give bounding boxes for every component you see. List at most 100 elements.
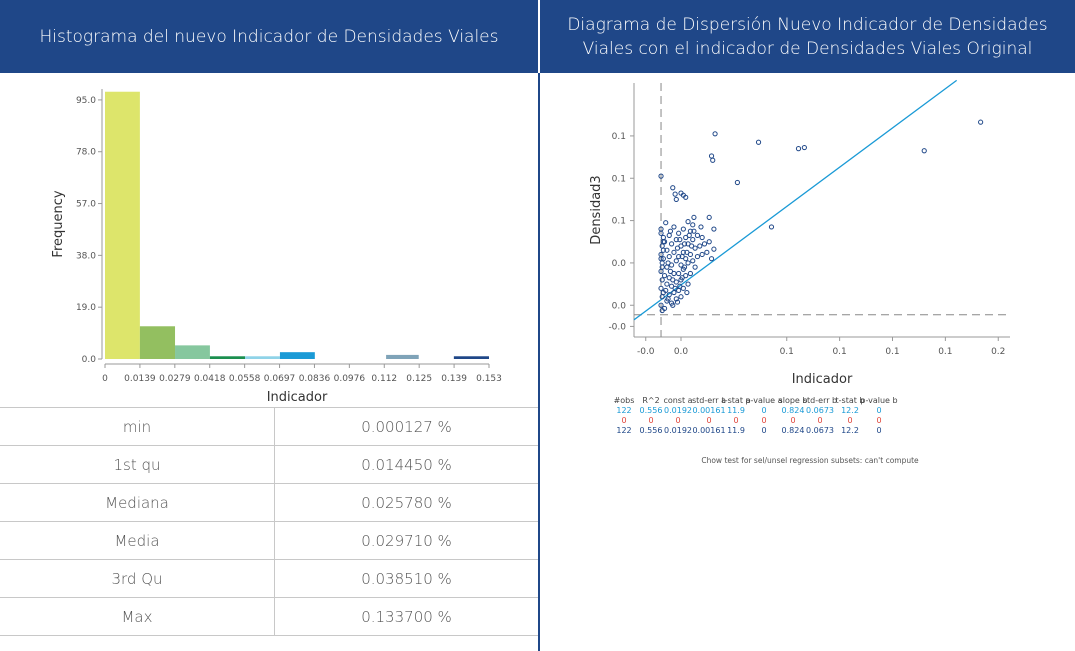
regression-cell: 0 bbox=[761, 426, 766, 435]
regression-cell: 11.9 bbox=[727, 426, 745, 435]
regression-cell: 0.824 bbox=[782, 426, 805, 435]
stats-label: 1st qu bbox=[0, 445, 275, 484]
scatter-point bbox=[673, 237, 679, 243]
x-tick-label: 0 bbox=[102, 374, 108, 384]
histogram-bar bbox=[105, 91, 140, 360]
regression-cell: 0 bbox=[761, 406, 766, 415]
x-tick-label: 0.0836 bbox=[299, 374, 331, 384]
chow-test-note: Chow test for sel/unsel regression subse… bbox=[701, 456, 919, 465]
scatter-point bbox=[710, 157, 716, 163]
scatter-point bbox=[658, 256, 664, 262]
y-tick-label: 0.0 bbox=[612, 259, 627, 269]
regression-cell: 0 bbox=[675, 416, 680, 425]
scatter-point bbox=[674, 245, 681, 251]
histogram-title: Histograma del nuevo Indicador de Densid… bbox=[39, 26, 499, 47]
regression-cell: 0.556 bbox=[640, 426, 663, 435]
y-tick-label: 0.1 bbox=[612, 132, 626, 142]
scatter-point bbox=[667, 228, 674, 234]
x-tick-label: 0.0418 bbox=[194, 374, 226, 384]
stats-row: min 0.000127 % bbox=[0, 407, 538, 446]
x-tick-label: 0.1 bbox=[938, 347, 952, 357]
y-tick-label: 0.1 bbox=[612, 174, 626, 184]
scatter-point bbox=[658, 285, 664, 291]
regression-header-cell: slope b bbox=[779, 396, 808, 405]
scatter-point bbox=[706, 214, 712, 221]
y-tick-label: 95.0 bbox=[76, 96, 96, 106]
regression-cell: 0 bbox=[876, 426, 881, 435]
x-tick-label: 0.2 bbox=[991, 347, 1005, 357]
stats-value: 0.133700 % bbox=[274, 597, 538, 636]
scatter-point bbox=[704, 249, 710, 255]
x-tick-label: 0.1 bbox=[885, 347, 899, 357]
x-tick-label: 0.125 bbox=[406, 374, 432, 384]
y-tick-label: 19.0 bbox=[76, 303, 96, 313]
scatter-point bbox=[665, 296, 671, 302]
scatter-point bbox=[676, 230, 682, 236]
scatter-point bbox=[673, 258, 679, 264]
scatter-point bbox=[659, 260, 665, 266]
x-tick-label: -0.0 bbox=[637, 347, 655, 357]
scatter-title-line2: Viales con el indicador de Densidades Vi… bbox=[582, 38, 1033, 59]
x-tick-label: 0.0558 bbox=[229, 374, 261, 384]
regression-cell: 0.0673 bbox=[806, 426, 834, 435]
stats-value: 0.000127 % bbox=[274, 407, 538, 446]
scatter-point bbox=[921, 148, 927, 154]
regression-line bbox=[633, 79, 958, 321]
scatter-point bbox=[664, 264, 670, 270]
x-tick-label: 0.0 bbox=[674, 347, 689, 357]
histogram-bar bbox=[139, 326, 176, 359]
stats-value: 0.029710 % bbox=[274, 521, 538, 560]
y-tick-label: -0.0 bbox=[608, 322, 626, 332]
scatter-point bbox=[711, 246, 717, 252]
scatter-point bbox=[679, 253, 685, 260]
scatter-point bbox=[708, 256, 715, 262]
scatter-point bbox=[694, 232, 701, 238]
scatter-point bbox=[665, 260, 671, 266]
y-tick-label: 0.1 bbox=[612, 217, 626, 227]
scatter-point bbox=[671, 289, 677, 296]
histogram-chart: 0.0 19.0 38.0 57.0 78.0 95.0 0 0.0139 0.0279 0.04… bbox=[51, 89, 502, 405]
y-tick-label: 0.0 bbox=[82, 355, 97, 365]
scatter-point bbox=[681, 264, 688, 270]
scatter-point bbox=[698, 224, 704, 230]
stats-label: min bbox=[0, 407, 275, 446]
scatter-point bbox=[674, 299, 681, 305]
scatter-point bbox=[661, 273, 668, 279]
scatter-point bbox=[683, 194, 689, 200]
scatter-point bbox=[685, 260, 691, 266]
scatter-point bbox=[678, 294, 684, 300]
x-tick-label: 0.0976 bbox=[334, 374, 366, 384]
x-tick-label: 0.112 bbox=[371, 374, 397, 384]
regression-header-cell: R^2 bbox=[642, 396, 659, 405]
scatter-point bbox=[801, 144, 807, 151]
panel-divider bbox=[538, 73, 540, 651]
scatter-point bbox=[670, 185, 676, 191]
scatter-point bbox=[694, 253, 701, 260]
scatter-point bbox=[697, 243, 703, 249]
regression-header-cell: p-value a bbox=[745, 396, 782, 405]
y-axis-label: Frequency bbox=[51, 190, 66, 257]
scatter-point bbox=[663, 220, 669, 226]
stats-row: 1st qu 0.014450 % bbox=[0, 445, 538, 484]
regression-cell: 0.0192 bbox=[664, 426, 692, 435]
scatter-point bbox=[658, 173, 664, 179]
scatter-point bbox=[690, 222, 696, 228]
scatter-point bbox=[711, 226, 717, 232]
scatter-point bbox=[688, 243, 695, 249]
scatter-point bbox=[691, 214, 697, 221]
scatter-point bbox=[677, 237, 683, 243]
scatter-point bbox=[667, 268, 674, 274]
scatter-title-line1: Diagrama de Dispersión Nuevo Indicador d… bbox=[567, 14, 1048, 35]
regression-cell: 0 bbox=[706, 416, 711, 425]
regression-cell: 0 bbox=[876, 406, 881, 415]
histogram-bar bbox=[209, 356, 246, 359]
stats-value: 0.025780 % bbox=[274, 483, 538, 522]
scatter-point bbox=[690, 258, 696, 264]
y-axis-label: Densidad3 bbox=[589, 175, 604, 244]
scatter-point bbox=[670, 277, 676, 283]
stats-label: Max bbox=[0, 597, 275, 636]
scatter-point bbox=[699, 251, 705, 258]
regression-cell: 0 bbox=[648, 416, 653, 425]
regression-header-cell: t-stat a bbox=[722, 396, 751, 405]
histogram-bar bbox=[245, 356, 280, 359]
